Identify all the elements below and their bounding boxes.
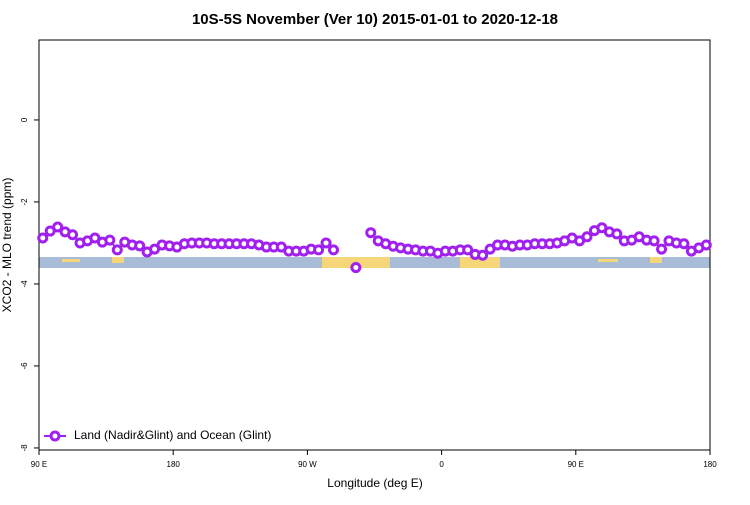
x-tick-label: 90 W <box>298 460 317 469</box>
data-point <box>581 231 593 243</box>
y-tick-label: -6 <box>20 362 29 370</box>
x-tick-label: 180 <box>703 460 717 469</box>
data-point <box>678 238 690 250</box>
data-point <box>37 232 49 244</box>
land <box>460 257 500 268</box>
data-point <box>134 240 146 252</box>
y-axis-label: XCO2 - MLO trend (ppm) <box>0 178 14 313</box>
x-axis-label: Longitude (deg E) <box>327 476 422 490</box>
data-point <box>327 244 339 256</box>
data-point <box>611 228 623 240</box>
data-point <box>700 239 712 251</box>
data-point <box>52 221 64 233</box>
data-point <box>320 237 332 249</box>
y-tick-label: -8 <box>20 444 29 452</box>
data-point <box>104 234 116 246</box>
land <box>650 257 662 263</box>
y-tick-label: -4 <box>20 280 29 288</box>
data-point <box>648 235 660 247</box>
land <box>598 259 618 262</box>
data-point <box>365 227 377 239</box>
legend-marker <box>49 430 61 442</box>
map-strip <box>39 257 710 268</box>
data-point <box>462 244 474 256</box>
data-point <box>350 262 362 274</box>
y-tick-label: 0 <box>20 117 29 122</box>
chart-title: 10S-5S November (Ver 10) 2015-01-01 to 2… <box>192 11 558 28</box>
x-tick-label: 0 <box>439 460 444 469</box>
x-tick-label: 180 <box>167 460 181 469</box>
data-point <box>477 249 489 261</box>
land <box>62 259 80 262</box>
x-tick-label: 90 E <box>568 460 584 469</box>
data-point <box>111 244 123 256</box>
land <box>112 257 124 263</box>
legend-label: Land (Nadir&Glint) and Ocean (Glint) <box>74 428 271 442</box>
x-tick-label: 90 E <box>31 460 47 469</box>
data-point <box>656 243 668 255</box>
data-point <box>67 229 79 241</box>
y-tick-label: -2 <box>20 198 29 206</box>
data-point <box>313 244 325 256</box>
